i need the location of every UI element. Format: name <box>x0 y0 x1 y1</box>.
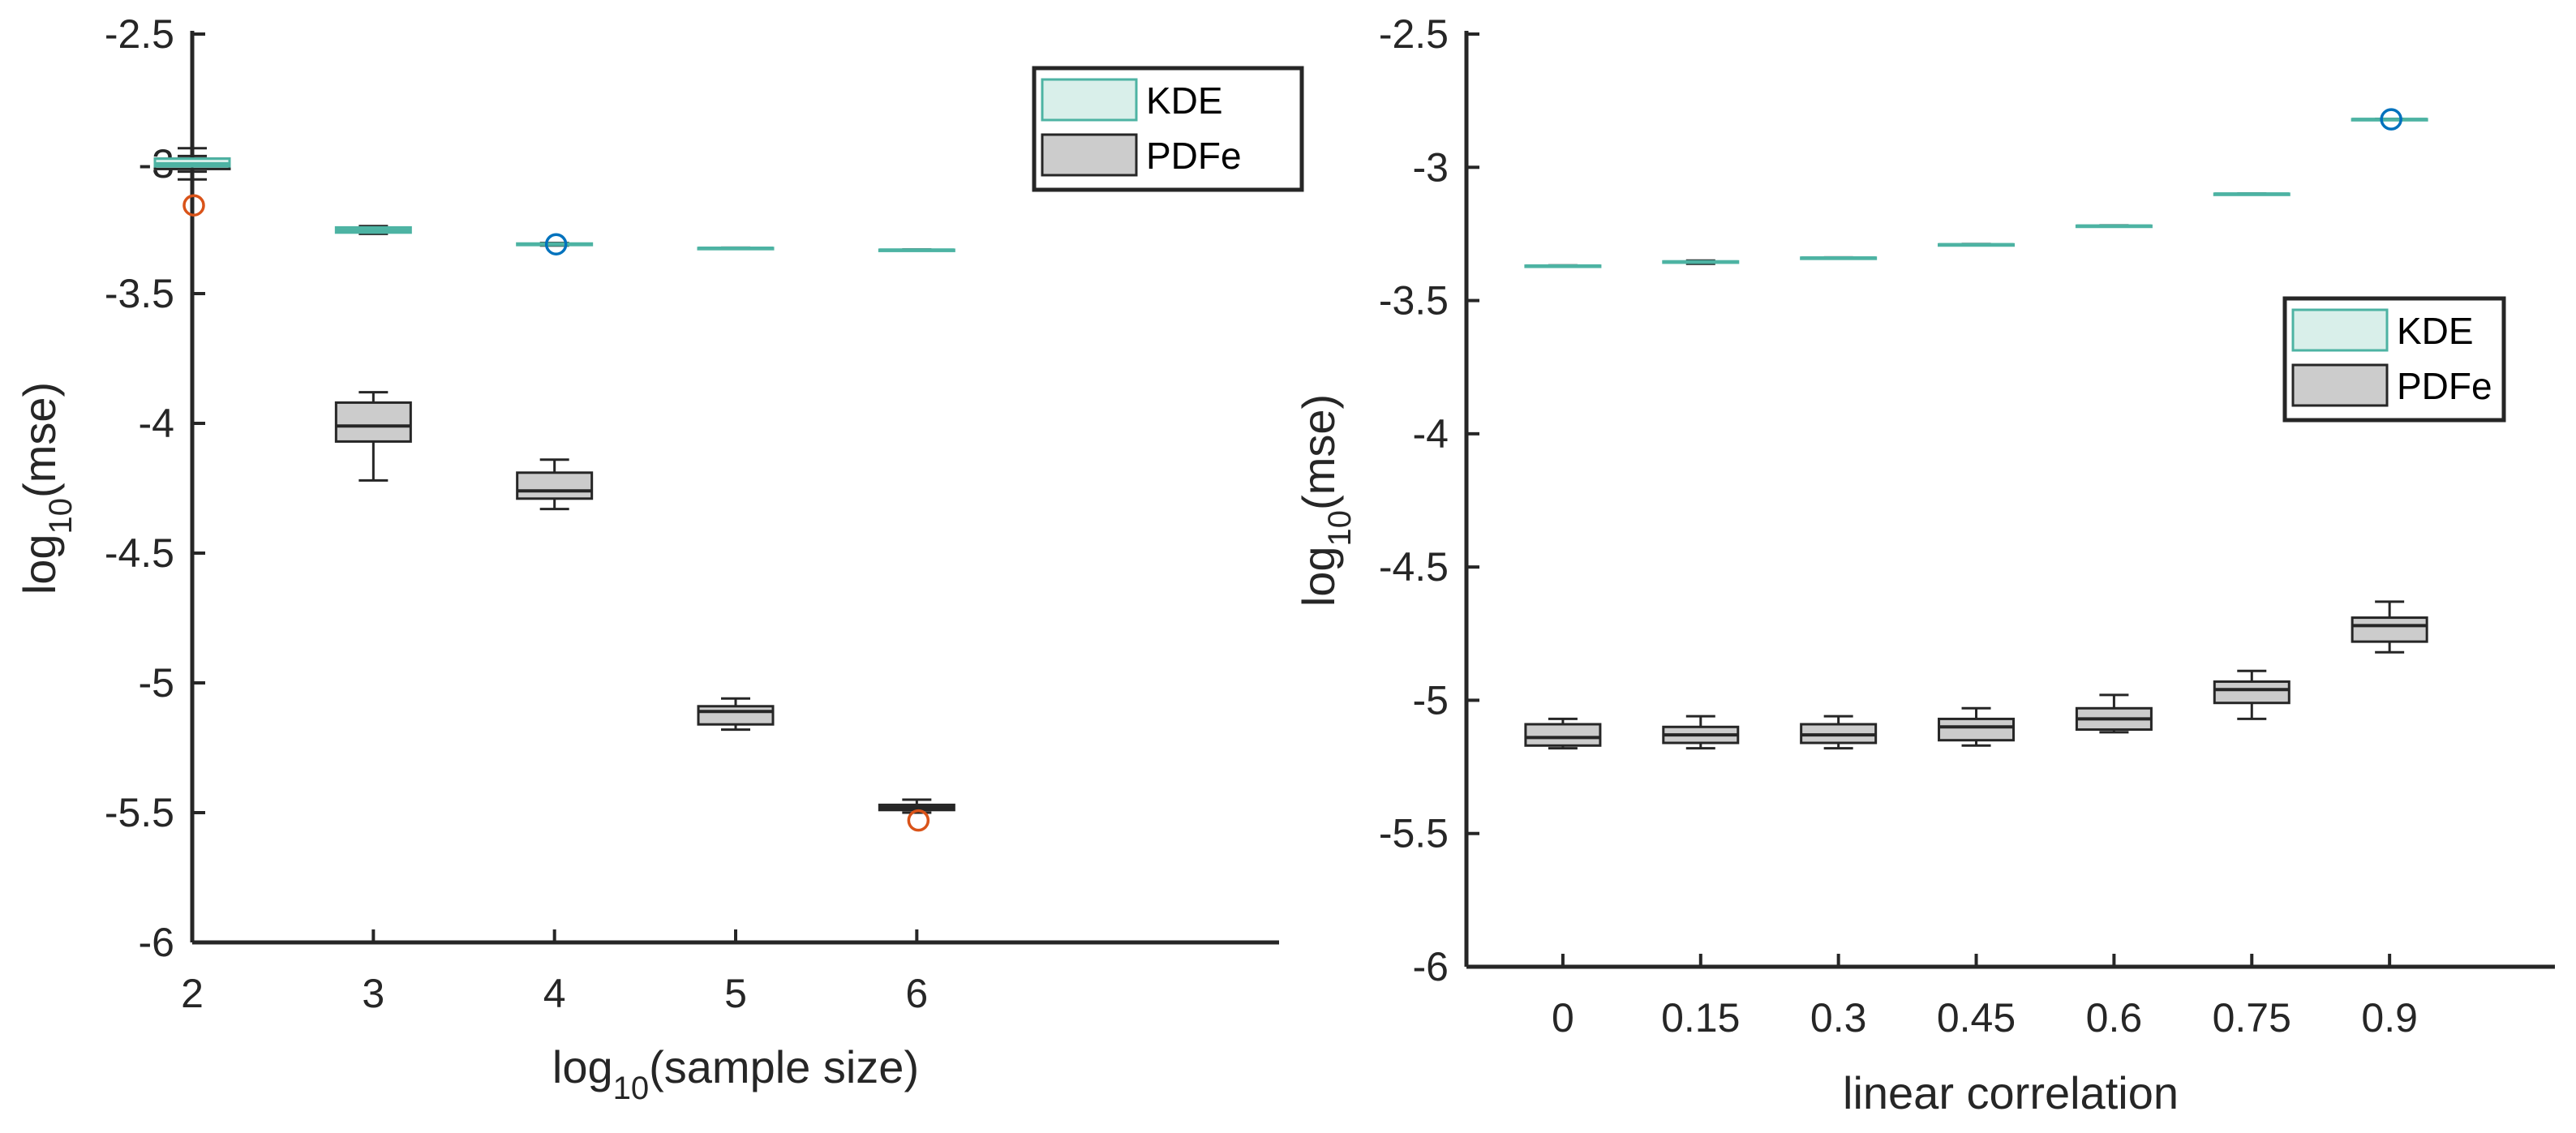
x-tick-label: 0.3 <box>1810 995 1867 1041</box>
y-tick-label: -5 <box>139 660 174 706</box>
y-axis-label-rest: (mse) <box>14 382 65 498</box>
kde-legend-label: KDE <box>2397 310 2474 352</box>
x-tick-label: 6 <box>905 971 928 1016</box>
y-tick-label: -2.5 <box>105 11 174 57</box>
y-axis-label-base: log <box>14 534 65 594</box>
pdfe-legend-label: PDFe <box>2397 365 2492 407</box>
y-axis-label-base: log <box>1293 546 1344 607</box>
kde-box-4 <box>697 246 775 251</box>
chart-panel-linear-correlation: -2.5 -3 -3.5 -4 -4.5 -5 -5.5 -6 0 0.15 0.3 0.45 0.6 0… <box>1293 11 2555 1118</box>
y-tick-label: -3 <box>1413 144 1449 190</box>
x-tick-label: 4 <box>543 971 566 1016</box>
x-axis-label: linear correlation <box>1843 1067 2179 1118</box>
y-tick-label: -4 <box>1413 411 1449 457</box>
x-axis-label-base: linear correlation <box>1843 1067 2179 1118</box>
x-axis-label: log10(sample size) <box>552 1041 919 1106</box>
kde-box-2 <box>334 225 412 235</box>
pdfe-outlier-point <box>182 194 205 217</box>
y-tick-label: -3.5 <box>1379 278 1449 324</box>
y-tick-label: -5.5 <box>105 790 174 835</box>
x-axis-label-subscript: 10 <box>613 1071 650 1106</box>
x-tick-label: 0 <box>1552 995 1574 1041</box>
pdfe-box-5 <box>2075 693 2153 734</box>
kde-legend-swatch <box>2291 308 2389 352</box>
kde-box-6 <box>2213 191 2290 196</box>
pdfe-box-body <box>2213 680 2290 705</box>
kde-box-4 <box>1938 242 2016 247</box>
legend: KDE PDFe <box>2282 296 2506 423</box>
kde-box-7 <box>2351 108 2428 131</box>
x-axis-label-base: log <box>552 1041 613 1092</box>
y-axis-label-subscript: 10 <box>43 498 79 534</box>
x-tick-label: 2 <box>181 971 204 1016</box>
kde-outlier-point <box>2380 108 2402 131</box>
x-tick-label: 0.6 <box>2086 995 2143 1041</box>
x-tick-label: 5 <box>724 971 747 1016</box>
y-tick-label: -5.5 <box>1379 811 1449 856</box>
legend: KDE PDFe <box>1032 66 1304 192</box>
pdfe-box-5 <box>878 798 955 832</box>
pdfe-box-body <box>1524 723 1602 747</box>
pdfe-box-body <box>516 471 594 500</box>
x-tick-label: 3 <box>362 971 384 1016</box>
y-tick-label: -4 <box>139 401 174 446</box>
kde-box-3 <box>1800 255 1878 260</box>
x-tick-label: 0.75 <box>2213 995 2291 1041</box>
y-axis-label-subscript: 10 <box>1322 510 1358 547</box>
pdfe-outlier-point <box>907 809 930 832</box>
x-tick-label: 0.45 <box>1937 995 2016 1041</box>
y-tick-label: -4.5 <box>105 530 174 576</box>
pdfe-box-body <box>1938 717 2016 742</box>
pdfe-box-6 <box>2213 669 2290 720</box>
kde-box-5 <box>2075 224 2153 229</box>
pdfe-box-2 <box>1662 715 1740 750</box>
kde-outlier-point <box>544 233 568 255</box>
kde-box-3 <box>516 233 594 255</box>
y-tick-label: -6 <box>139 920 174 965</box>
kde-box-1 <box>1524 264 1602 268</box>
y-axis-label-rest: (mse) <box>1293 394 1344 510</box>
x-axis-label-rest: (sample size) <box>649 1041 919 1092</box>
pdfe-box-body <box>2351 616 2428 643</box>
y-tick-label: -2.5 <box>1379 11 1449 57</box>
chart-panel-sample-size: -2.5-3-3.5-4-4.5-5-5.5-623456log10(sampl… <box>14 11 1304 1106</box>
y-axis-label: log10(mse) <box>14 382 79 594</box>
kde-legend-label: KDE <box>1146 79 1223 122</box>
pdfe-box-4 <box>697 697 775 732</box>
pdfe-legend-swatch <box>1041 133 1138 177</box>
pdfe-box-2 <box>334 391 412 482</box>
x-tick-label: 0.9 <box>2361 995 2418 1041</box>
pdfe-legend-swatch <box>2291 363 2389 407</box>
kde-box-2 <box>1662 259 1740 265</box>
x-tick-label: 0.15 <box>1661 995 1740 1041</box>
pdfe-box-body <box>334 401 412 443</box>
pdfe-box-3 <box>1800 715 1878 750</box>
y-axis-label: log10(mse) <box>1293 394 1358 607</box>
kde-box-1 <box>153 154 231 174</box>
pdfe-box-4 <box>1938 706 2016 747</box>
kde-box-5 <box>878 248 955 252</box>
y-tick-label: -4.5 <box>1379 544 1449 590</box>
y-tick-label: -5 <box>1413 677 1449 723</box>
pdfe-box-3 <box>516 458 594 511</box>
pdfe-box-7 <box>2351 600 2428 654</box>
pdfe-legend-label: PDFe <box>1146 135 1242 177</box>
y-tick-label: -3.5 <box>105 271 174 316</box>
y-tick-label: -6 <box>1413 944 1449 989</box>
pdfe-box-body <box>697 705 775 726</box>
kde-legend-swatch <box>1041 78 1138 122</box>
pdfe-box-1 <box>1524 717 1602 750</box>
